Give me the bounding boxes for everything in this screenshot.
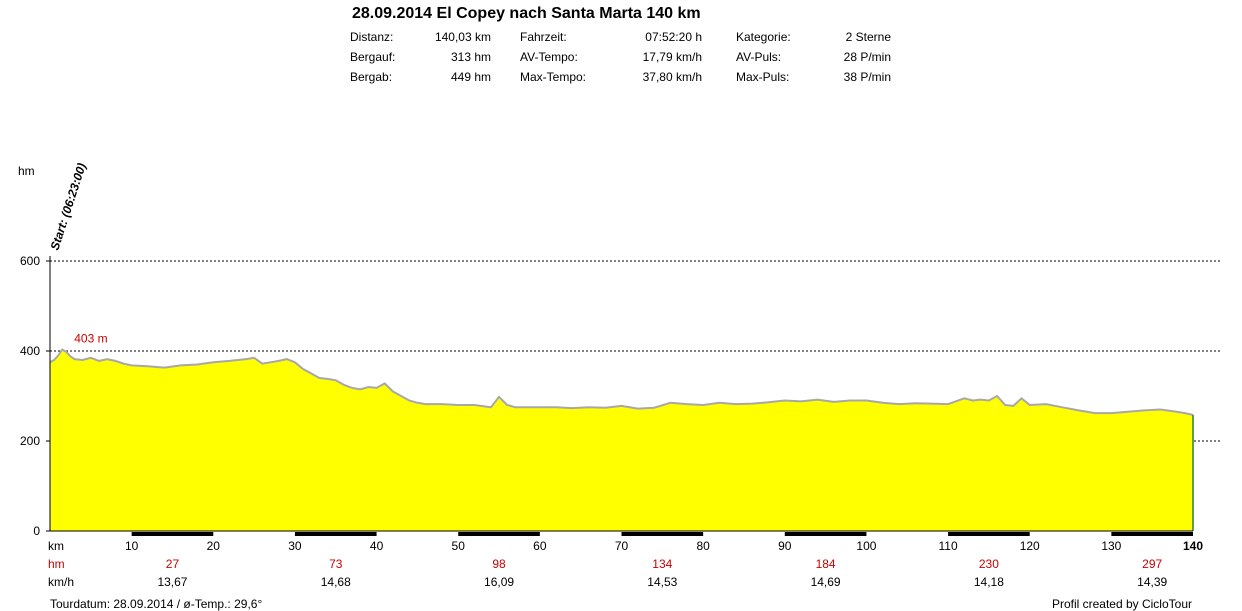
elevation-line [49,348,1194,416]
x-tick-label: 70 [615,539,629,553]
value-bergauf: 313 hm [450,50,491,64]
kmh-stat-label: 14,18 [974,575,1004,589]
x-tick-label: 80 [696,539,710,553]
y-tick-label: 200 [20,434,40,448]
label-kategorie: Kategorie: [736,30,791,44]
x-tick-label: 60 [533,539,547,553]
y-axis-label: hm [18,164,35,178]
row-label-km: km [48,539,64,553]
hm-stat-label: 98 [492,557,506,571]
hm-stat-label: 297 [1142,557,1162,571]
label-max-puls: Max-Puls: [736,70,790,84]
kmh-stat-label: 14,69 [811,575,841,589]
value-av-tempo: 17,79 km/h [642,50,702,64]
label-fahrzeit: Fahrzeit: [520,30,567,44]
axes [49,256,1194,536]
y-tick-label: 400 [20,344,40,358]
value-max-puls: 38 P/min [843,70,891,84]
x-tick-label: 50 [452,539,466,553]
hm-stat-label: 73 [329,557,343,571]
kmh-stat-label: 14,53 [647,575,677,589]
label-bergab: Bergab: [350,70,393,84]
x-tick-label: 40 [370,539,384,553]
kmh-stat-label: 14,39 [1137,575,1167,589]
start-annotation: Start: (06:23:00) [48,161,89,252]
x-scale-bar-13 [1111,532,1193,536]
axis-marks: 0 200 400 600 10 20 30 40 50 60 70 80 90 100 110 120 130… [20,254,1203,589]
y-tick-label: 0 [33,524,40,538]
x-tick-label: 20 [207,539,221,553]
x-tick-label: 100 [856,539,876,553]
hm-stat-label: 184 [816,557,836,571]
x-tick-label: 130 [1101,539,1121,553]
hm-stat-label: 27 [166,557,180,571]
elevation-area [50,349,1193,531]
value-fahrzeit: 07:52:20 h [645,30,702,44]
x-scale-bar-1 [131,532,214,536]
x-scale-bar-5 [458,532,540,536]
hm-stat-label: 230 [979,557,999,571]
x-scale-bar-11 [948,532,1030,536]
x-scale-bar-7 [621,532,704,536]
hm-stat-label: 134 [652,557,672,571]
y-tick-label: 600 [20,254,40,268]
value-max-tempo: 37,80 km/h [642,70,702,84]
kmh-stat-label: 16,09 [484,575,514,589]
value-distanz: 140,03 km [434,30,491,44]
kmh-stat-label: 14,68 [321,575,351,589]
label-distanz: Distanz: [350,30,394,44]
x-tick-label: 90 [778,539,792,553]
value-bergab: 449 hm [450,70,491,84]
label-max-tempo: Max-Tempo: [520,70,587,84]
x-tick-label: 120 [1020,539,1040,553]
x-scale-bar-3 [294,532,377,536]
label-av-puls: AV-Puls: [736,50,782,64]
value-kategorie: 2 Sterne [845,30,891,44]
footer-tour-info: Tourdatum: 28.09.2014 / ø-Temp.: 29,6° [50,597,263,611]
x-scale-bar-9 [784,532,867,536]
x-tick-label: 30 [288,539,302,553]
x-tick-label: 140 [1183,539,1203,553]
footer-credit: Profil created by CicloTour [1051,597,1192,611]
max-elevation-label: 403 m [74,332,107,346]
row-label-kmh: km/h [48,575,74,589]
x-tick-label: 110 [939,539,958,553]
value-av-puls: 28 P/min [843,50,891,64]
chart-title: 28.09.2014 El Copey nach Santa Marta 140… [352,5,701,22]
label-bergauf: Bergauf: [350,50,396,64]
label-av-tempo: AV-Tempo: [520,50,578,64]
x-tick-label: 10 [125,539,139,553]
kmh-stat-label: 13,67 [157,575,187,589]
row-label-hm: hm [48,557,65,571]
